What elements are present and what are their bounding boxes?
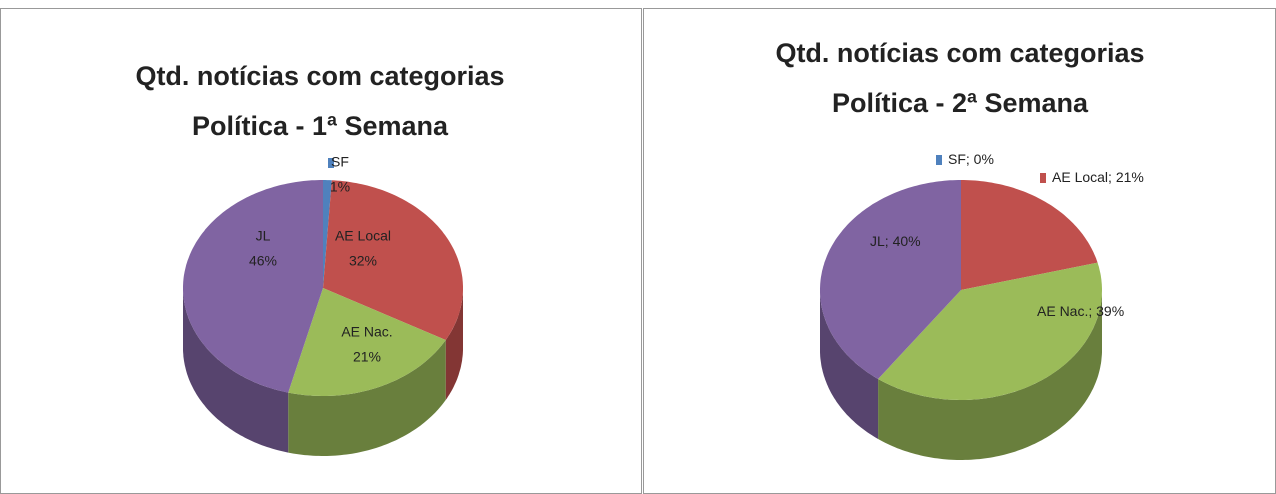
data-label: 32% (349, 253, 377, 269)
chart-title: Política - 1ª Semana (192, 111, 449, 141)
data-label: AE Local; 21% (1052, 169, 1144, 185)
data-label-value: 21% (1116, 169, 1144, 185)
slice-side (878, 290, 1102, 460)
data-label-name: AE Local (335, 228, 391, 244)
pie-slice (183, 180, 323, 393)
pie-slice (878, 262, 1102, 400)
data-label: 21% (353, 349, 381, 365)
pie-slice (323, 180, 332, 288)
data-label-name: AE Nac. (1037, 303, 1088, 319)
data-label-value: 39% (1096, 303, 1124, 319)
slice-side (820, 290, 879, 439)
data-label-name: AE Nac. (341, 324, 392, 340)
data-label: SF; 0% (948, 151, 994, 167)
data-label-value: 40% (893, 233, 921, 249)
pie-slice (961, 180, 1098, 290)
data-label: JL; 40% (870, 233, 921, 249)
data-label: 46% (249, 253, 277, 269)
data-label-separator: ; (885, 233, 893, 249)
label-marker (1040, 173, 1046, 183)
data-label-name: JL (256, 228, 271, 244)
slice-side (288, 340, 446, 456)
chart-title: Qtd. notícias com categorias (135, 61, 504, 91)
chart-title: Política - 2ª Semana (832, 88, 1089, 118)
data-label-value: 0% (974, 151, 994, 167)
data-label: 1% (330, 179, 350, 195)
label-marker (328, 158, 334, 168)
pie-slice (288, 288, 446, 396)
slice-side (445, 288, 463, 400)
data-label-separator: ; (966, 151, 974, 167)
data-label-name: SF (331, 154, 349, 170)
pie-slice (323, 180, 463, 340)
data-label-separator: ; (1108, 169, 1116, 185)
data-label-separator: ; (1088, 303, 1096, 319)
data-label-name: SF (948, 151, 966, 167)
chart-title: Qtd. notícias com categorias (775, 38, 1144, 68)
pie-slice (820, 180, 961, 379)
label-marker (936, 155, 942, 165)
slice-side (183, 288, 289, 453)
data-label-name: JL (870, 233, 885, 249)
data-label-name: AE Local (1052, 169, 1108, 185)
data-label: AE Nac.; 39% (1037, 303, 1124, 319)
